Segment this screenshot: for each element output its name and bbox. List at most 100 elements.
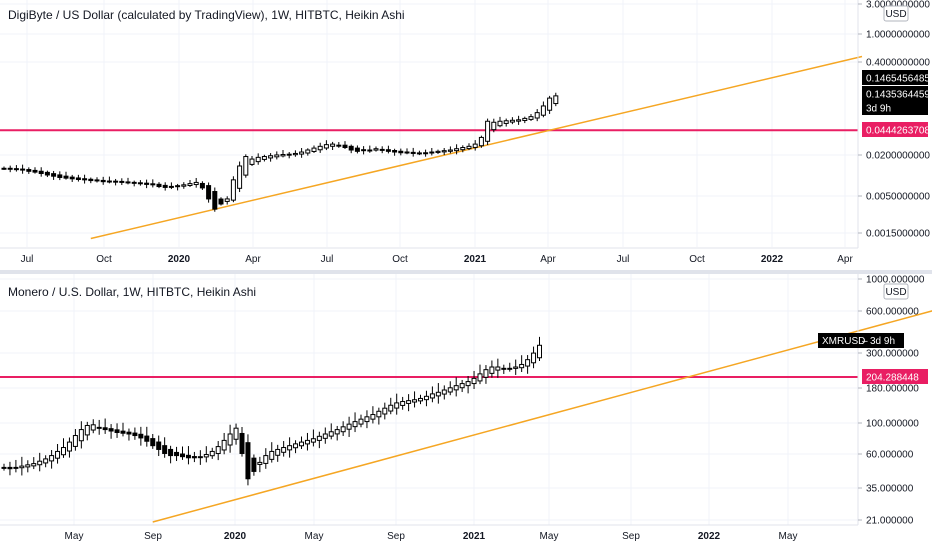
time-axis[interactable]: Jul Oct 2020 Apr Jul Oct 2021 Apr Jul Oct 2022 Apr	[21, 254, 854, 265]
candle	[239, 426, 245, 457]
candle	[354, 145, 360, 154]
candle	[503, 118, 509, 127]
x-tick-label: May	[540, 531, 559, 542]
candle	[513, 359, 519, 375]
price-label: 0.1465456485	[862, 70, 930, 85]
y-tick-label: 60.000000	[866, 450, 914, 461]
candle	[388, 397, 394, 415]
candle	[352, 412, 358, 433]
y-tick-label: 180.000000	[866, 384, 919, 395]
candle	[310, 429, 316, 447]
candle	[465, 376, 471, 394]
candle	[379, 146, 385, 154]
candle	[150, 434, 156, 449]
pane-separator[interactable]	[0, 270, 932, 274]
candle	[180, 446, 185, 460]
candle	[540, 101, 546, 118]
candle	[221, 432, 227, 455]
candle	[370, 406, 376, 424]
candle	[525, 355, 531, 374]
candle	[132, 427, 138, 440]
candle	[483, 365, 489, 384]
price-axis[interactable]: 3.0000000000 1.0000000000 0.4000000000 0.02…	[858, 0, 930, 240]
candle	[82, 174, 88, 184]
symbol-name: XMRUSD	[822, 336, 865, 347]
price-axis[interactable]: 1000.000000 600.000000 300.000000 180.00000…	[858, 275, 925, 527]
candle	[385, 145, 391, 154]
y-tick-label: 300.000000	[866, 349, 919, 360]
candle	[218, 197, 224, 206]
symbol-separator: –	[862, 336, 868, 347]
candle	[322, 427, 328, 444]
price-labels: 0.1465456485 0.1435364459 3d 9h 0.044426370…	[862, 70, 930, 137]
candle	[299, 148, 305, 158]
candle	[102, 418, 108, 434]
candle	[168, 445, 174, 464]
price-label-text: 204.288448	[866, 373, 919, 384]
candle	[7, 461, 13, 476]
candle	[477, 364, 483, 385]
candle	[447, 146, 453, 154]
plot-background	[0, 0, 858, 248]
candle	[516, 115, 522, 125]
time-axis[interactable]: May Sep 2020 May Sep 2021 May Sep 2022 May	[65, 531, 798, 542]
candle	[51, 170, 57, 180]
x-tick-label: Sep	[622, 531, 640, 542]
candle	[275, 444, 281, 462]
candle	[382, 402, 388, 420]
trend-line[interactable]	[152, 278, 932, 523]
currency-label: USD	[885, 287, 906, 298]
x-tick-label: Oct	[96, 254, 112, 265]
grid-lines	[0, 274, 858, 525]
x-tick-label: Apr	[837, 254, 853, 265]
candle	[44, 170, 50, 178]
candle	[553, 92, 559, 107]
candle	[299, 436, 304, 449]
x-tick-label: Oct	[392, 254, 408, 265]
candle	[227, 424, 233, 453]
digibyte-chart-pane[interactable]: DigiByte / US Dollar (calculated by Trad…	[0, 0, 930, 265]
candle	[26, 167, 32, 174]
currency-button[interactable]: USD	[883, 283, 909, 300]
candle	[113, 178, 119, 186]
x-tick-label: 2022	[761, 254, 784, 265]
x-tick-label: Jul	[321, 254, 334, 265]
candle	[243, 154, 249, 178]
candle	[497, 116, 503, 128]
candle	[531, 346, 537, 369]
chart-title: Monero / U.S. Dollar, 1W, HITBTC, Heikin…	[8, 285, 256, 299]
candle	[316, 431, 322, 449]
candle	[534, 109, 540, 122]
candle	[106, 176, 112, 184]
candle	[522, 116, 528, 124]
candle	[75, 174, 81, 182]
currency-label: USD	[885, 9, 906, 20]
candle	[212, 187, 218, 212]
x-tick-label: Sep	[387, 531, 405, 542]
x-tick-label: Oct	[689, 254, 705, 265]
candle	[96, 419, 102, 435]
candle	[13, 459, 19, 473]
monero-chart-pane[interactable]: Monero / U.S. Dollar, 1W, HITBTC, Heikin…	[0, 274, 932, 542]
candle	[340, 421, 346, 437]
candle	[175, 183, 181, 191]
candle	[281, 441, 287, 457]
candle	[63, 171, 69, 180]
candle	[441, 147, 447, 156]
candle	[1, 463, 7, 471]
candle	[373, 146, 379, 152]
candle	[131, 180, 137, 187]
candle	[57, 171, 63, 181]
candle	[137, 180, 143, 186]
candle	[334, 425, 340, 441]
candle	[43, 455, 49, 468]
candle	[114, 423, 120, 438]
trendline[interactable]	[152, 278, 932, 523]
candle	[346, 416, 352, 437]
x-tick-label: 2020	[168, 254, 191, 265]
candle	[261, 154, 267, 162]
price-label-text: 0.0444263708	[866, 126, 930, 137]
candle	[174, 446, 180, 462]
currency-button[interactable]: USD	[883, 5, 909, 22]
x-tick-label: Apr	[245, 254, 261, 265]
